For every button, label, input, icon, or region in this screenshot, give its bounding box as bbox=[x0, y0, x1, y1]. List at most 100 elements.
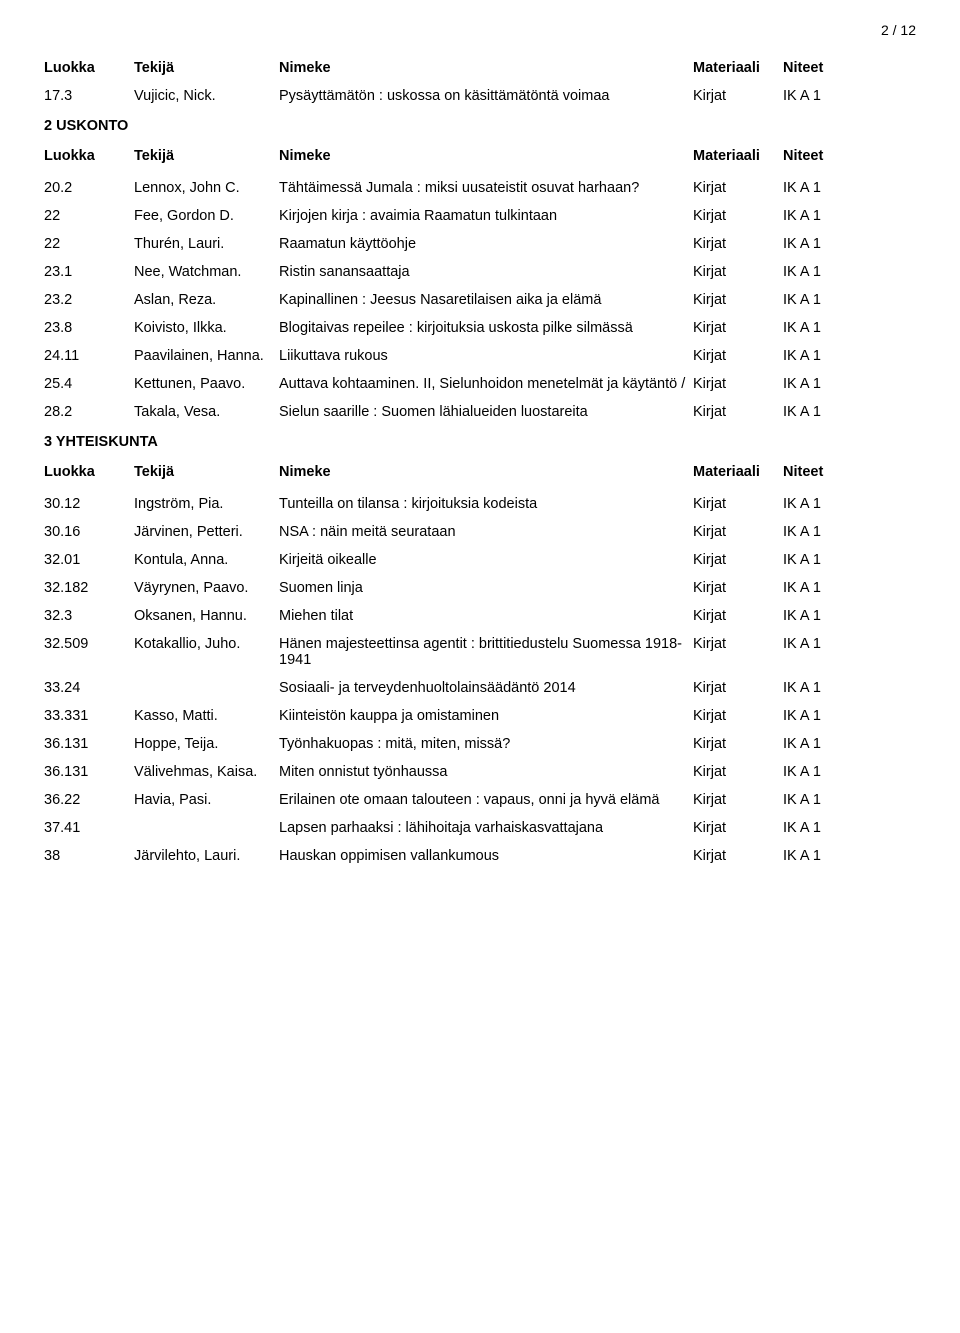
table-row: 38Järvilehto, Lauri.Hauskan oppimisen va… bbox=[44, 848, 916, 864]
cell-author: Järvinen, Petteri. bbox=[134, 524, 279, 540]
table-row: 17.3Vujicic, Nick.Pysäyttämätön : uskoss… bbox=[44, 88, 916, 104]
cell-title: Tähtäimessä Jumala : miksi uusateistit o… bbox=[279, 180, 693, 196]
cell-title: Lapsen parhaaksi : lähihoitaja varhaiska… bbox=[279, 820, 693, 836]
cell-author: Ingström, Pia. bbox=[134, 496, 279, 512]
cell-author: Kettunen, Paavo. bbox=[134, 376, 279, 392]
cell-class: 23.1 bbox=[44, 264, 134, 280]
column-header-row: Luokka Tekijä Nimeke Materiaali Niteet bbox=[44, 148, 916, 164]
cell-note: IK A 1 bbox=[783, 376, 863, 392]
table-row: 32.509Kotakallio, Juho.Hänen majesteetti… bbox=[44, 636, 916, 668]
section-heading: 2 USKONTO bbox=[44, 118, 916, 134]
cell-author: Välivehmas, Kaisa. bbox=[134, 764, 279, 780]
cell-title: Ristin sanansaattaja bbox=[279, 264, 693, 280]
cell-material: Kirjat bbox=[693, 320, 783, 336]
page-number: 2 / 12 bbox=[44, 22, 916, 38]
cell-note: IK A 1 bbox=[783, 88, 863, 104]
cell-title: Erilainen ote omaan talouteen : vapaus, … bbox=[279, 792, 693, 808]
cell-material: Kirjat bbox=[693, 88, 783, 104]
cell-class: 36.131 bbox=[44, 764, 134, 780]
table-row: 28.2Takala, Vesa.Sielun saarille : Suome… bbox=[44, 404, 916, 420]
cell-note: IK A 1 bbox=[783, 208, 863, 224]
cell-title: Liikuttava rukous bbox=[279, 348, 693, 364]
cell-material: Kirjat bbox=[693, 736, 783, 752]
cell-note: IK A 1 bbox=[783, 708, 863, 724]
cell-class: 38 bbox=[44, 848, 134, 864]
cell-class: 22 bbox=[44, 208, 134, 224]
cell-material: Kirjat bbox=[693, 208, 783, 224]
header-material: Materiaali bbox=[693, 60, 783, 76]
section1-rows-container: 20.2Lennox, John C.Tähtäimessä Jumala : … bbox=[44, 180, 916, 420]
header-material: Materiaali bbox=[693, 464, 783, 480]
cell-class: 32.3 bbox=[44, 608, 134, 624]
cell-note: IK A 1 bbox=[783, 264, 863, 280]
cell-title: Kapinallinen : Jeesus Nasaretilaisen aik… bbox=[279, 292, 693, 308]
cell-author: Järvilehto, Lauri. bbox=[134, 848, 279, 864]
table-row: 32.01Kontula, Anna.Kirjeitä oikealleKirj… bbox=[44, 552, 916, 568]
header-title: Nimeke bbox=[279, 148, 693, 164]
cell-note: IK A 1 bbox=[783, 348, 863, 364]
header-note: Niteet bbox=[783, 464, 863, 480]
cell-material: Kirjat bbox=[693, 848, 783, 864]
cell-author: Fee, Gordon D. bbox=[134, 208, 279, 224]
cell-title: Tunteilla on tilansa : kirjoituksia kode… bbox=[279, 496, 693, 512]
table-row: 36.22Havia, Pasi.Erilainen ote omaan tal… bbox=[44, 792, 916, 808]
table-row: 22Fee, Gordon D.Kirjojen kirja : avaimia… bbox=[44, 208, 916, 224]
cell-note: IK A 1 bbox=[783, 764, 863, 780]
cell-title: Pysäyttämätön : uskossa on käsittämätönt… bbox=[279, 88, 693, 104]
table-row: 37.41 Lapsen parhaaksi : lähihoitaja varh… bbox=[44, 820, 916, 836]
cell-author: Kasso, Matti. bbox=[134, 708, 279, 724]
cell-material: Kirjat bbox=[693, 636, 783, 652]
cell-note: IK A 1 bbox=[783, 680, 863, 696]
cell-note: IK A 1 bbox=[783, 552, 863, 568]
cell-class: 33.331 bbox=[44, 708, 134, 724]
cell-class: 20.2 bbox=[44, 180, 134, 196]
table-row: 36.131Välivehmas, Kaisa.Miten onnistut t… bbox=[44, 764, 916, 780]
header-note: Niteet bbox=[783, 148, 863, 164]
cell-author: Havia, Pasi. bbox=[134, 792, 279, 808]
cell-material: Kirjat bbox=[693, 180, 783, 196]
cell-author: Kotakallio, Juho. bbox=[134, 636, 279, 652]
cell-author: Lennox, John C. bbox=[134, 180, 279, 196]
cell-material: Kirjat bbox=[693, 404, 783, 420]
cell-title: Sosiaali- ja terveydenhuoltolainsäädäntö… bbox=[279, 680, 693, 696]
cell-title: Hauskan oppimisen vallankumous bbox=[279, 848, 693, 864]
cell-author: Koivisto, Ilkka. bbox=[134, 320, 279, 336]
top-rows-container: 17.3Vujicic, Nick.Pysäyttämätön : uskoss… bbox=[44, 88, 916, 104]
cell-title: NSA : näin meitä seurataan bbox=[279, 524, 693, 540]
cell-title: Kirjeitä oikealle bbox=[279, 552, 693, 568]
cell-material: Kirjat bbox=[693, 708, 783, 724]
document-page: 2 / 12 Luokka Tekijä Nimeke Materiaali N… bbox=[0, 0, 960, 920]
cell-class: 30.16 bbox=[44, 524, 134, 540]
header-title: Nimeke bbox=[279, 464, 693, 480]
header-class: Luokka bbox=[44, 148, 134, 164]
cell-title: Miehen tilat bbox=[279, 608, 693, 624]
cell-material: Kirjat bbox=[693, 264, 783, 280]
table-row: 24.11Paavilainen, Hanna.Liikuttava rukou… bbox=[44, 348, 916, 364]
cell-author: Kontula, Anna. bbox=[134, 552, 279, 568]
header-class: Luokka bbox=[44, 60, 134, 76]
table-row: 33.24 Sosiaali- ja terveydenhuoltolainsää… bbox=[44, 680, 916, 696]
cell-author: Vujicic, Nick. bbox=[134, 88, 279, 104]
cell-title: Blogitaivas repeilee : kirjoituksia usko… bbox=[279, 320, 693, 336]
cell-class: 37.41 bbox=[44, 820, 134, 836]
cell-material: Kirjat bbox=[693, 580, 783, 596]
cell-material: Kirjat bbox=[693, 820, 783, 836]
cell-title: Suomen linja bbox=[279, 580, 693, 596]
table-row: 36.131Hoppe, Teija.Työnhakuopas : mitä, … bbox=[44, 736, 916, 752]
cell-material: Kirjat bbox=[693, 552, 783, 568]
cell-note: IK A 1 bbox=[783, 496, 863, 512]
cell-author: Hoppe, Teija. bbox=[134, 736, 279, 752]
cell-note: IK A 1 bbox=[783, 608, 863, 624]
header-class: Luokka bbox=[44, 464, 134, 480]
table-row: 32.3Oksanen, Hannu.Miehen tilatKirjatIK … bbox=[44, 608, 916, 624]
section-heading: 3 YHTEISKUNTA bbox=[44, 434, 916, 450]
cell-class: 33.24 bbox=[44, 680, 134, 696]
column-header-row: Luokka Tekijä Nimeke Materiaali Niteet bbox=[44, 464, 916, 480]
cell-note: IK A 1 bbox=[783, 792, 863, 808]
cell-class: 36.131 bbox=[44, 736, 134, 752]
cell-title: Miten onnistut työnhaussa bbox=[279, 764, 693, 780]
cell-note: IK A 1 bbox=[783, 236, 863, 252]
cell-title: Kiinteistön kauppa ja omistaminen bbox=[279, 708, 693, 724]
cell-class: 28.2 bbox=[44, 404, 134, 420]
cell-class: 32.182 bbox=[44, 580, 134, 596]
